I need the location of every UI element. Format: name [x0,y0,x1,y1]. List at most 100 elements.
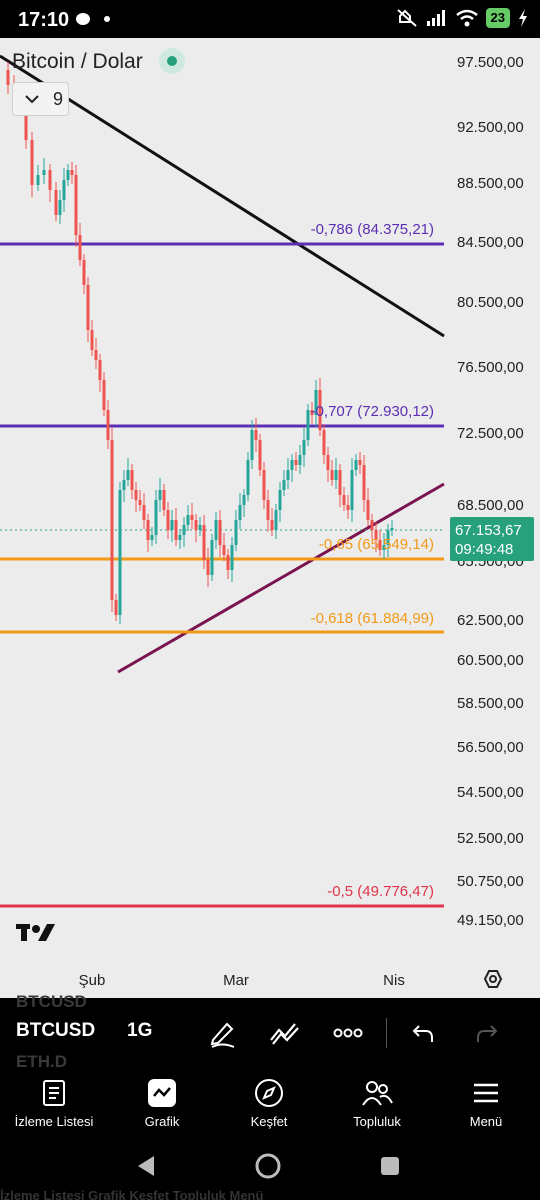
candle [74,175,78,235]
price-tick: 97.500,00 [457,54,524,71]
scroll-ghost-symbol-below: ETH.D [16,1052,67,1071]
candle [274,510,278,530]
back-icon[interactable] [138,1156,154,1176]
candle [24,110,28,140]
chart-area[interactable]: -0,786 (84.375,21) -0,707 (72.930,12) -0… [0,38,540,998]
price-tick: 58.500,00 [457,695,524,712]
mute-icon [396,9,417,27]
candle [158,490,162,500]
candle [318,390,322,430]
fib-label-0618: -0,618 (61.884,99) [311,610,434,627]
candle [266,500,270,520]
price-tick: 92.500,00 [457,119,524,136]
candle [270,520,274,530]
price-tick: 80.500,00 [457,294,524,311]
candle [98,360,102,380]
candle [174,520,178,540]
chart-settings-icon[interactable] [483,970,503,988]
candle [70,170,74,175]
drawing-tools-button[interactable] [205,1016,239,1050]
candle [114,600,118,615]
candle [194,520,198,530]
status-right: 23 [396,8,528,28]
fib-label-065: -0,65 (65.549,14) [319,536,434,553]
redo-button[interactable] [470,1016,504,1050]
system-nav-bar [0,1140,540,1200]
candle [374,530,378,540]
price-tick: 62.500,00 [457,612,524,629]
candle [370,520,374,530]
recents-icon[interactable] [381,1157,399,1175]
price-tick: 60.500,00 [457,652,524,669]
pencil-icon [210,1022,235,1048]
market-status-icon[interactable] [159,48,185,74]
candle [298,455,302,465]
status-bar: 17:10 23 [0,0,540,38]
candle [358,460,362,465]
symbol-title[interactable]: Bitcoin / Dolar [12,50,143,73]
status-time: 17:10 [18,9,70,31]
price-tick: 49.150,00 [457,912,524,929]
fib-label-0786: -0,786 (84.375,21) [311,221,434,238]
candle [206,560,210,575]
downtrend-line[interactable] [0,54,445,338]
watchlist-icon [43,1080,65,1106]
candle [186,515,190,525]
candle [366,500,370,520]
menu-icon [474,1083,498,1103]
candle [214,520,218,540]
nav-item-community[interactable]: Topluluk [327,1076,427,1129]
time-tick: Nis [383,972,405,989]
candle [378,540,382,550]
nav-item-chart[interactable]: Grafik [112,1076,212,1129]
more-button[interactable] [331,1016,365,1050]
uptrend-line[interactable] [117,482,445,674]
indicators-icon [270,1023,299,1045]
candle [150,535,154,540]
nav-item-menu[interactable]: Menü [436,1076,536,1129]
candle [334,470,338,480]
price-chart[interactable]: -0,786 (84.375,21) -0,707 (72.930,12) -0… [0,38,540,998]
undo-button[interactable] [406,1016,440,1050]
candle [278,490,282,510]
symbol-selector[interactable]: BTCUSD [16,1020,96,1041]
chevron-down-icon [25,95,39,104]
notification-icons [75,10,131,33]
candle [94,350,98,360]
signal-icon [426,10,445,26]
nav-item-explore[interactable]: Keşfet [219,1076,319,1129]
candle [222,545,226,555]
candle [314,390,318,415]
candle [322,430,326,455]
candle [302,440,306,455]
candle [190,515,194,520]
nav-item-watchlist[interactable]: İzleme Listesi [4,1076,104,1129]
candle [110,440,114,600]
candle [146,520,150,540]
indicators-button[interactable] [268,1016,302,1050]
price-tick: 72.500,00 [457,425,524,442]
more-dots-icon [333,1028,363,1038]
price-tick: 84.500,00 [457,234,524,251]
candle [294,460,298,465]
indicators-collapse-button[interactable]: 9 [12,82,69,116]
bottom-nav: İzleme Listesi Grafik Keşfet Topluluk Me… [0,1070,540,1140]
ghost-nav-text: İzleme Listesi Grafik Keşfet Topluluk Me… [0,1188,264,1200]
price-tick: 50.750,00 [457,873,524,890]
nav-label: Topluluk [353,1114,401,1129]
chart-icon [148,1079,176,1107]
candle [178,535,182,540]
bar-countdown: 09:49:48 [455,541,513,558]
candle [130,470,134,490]
candle [142,505,146,520]
candle [346,505,350,510]
candle [54,190,58,215]
candle [48,170,52,190]
candle [62,180,66,200]
candle [106,410,110,440]
home-icon[interactable] [255,1153,281,1179]
fib-label-05: -0,5 (49.776,47) [327,883,434,900]
nav-label: İzleme Listesi [14,1114,94,1129]
tradingview-logo [16,924,55,941]
interval-selector[interactable]: 1G [127,1020,153,1041]
